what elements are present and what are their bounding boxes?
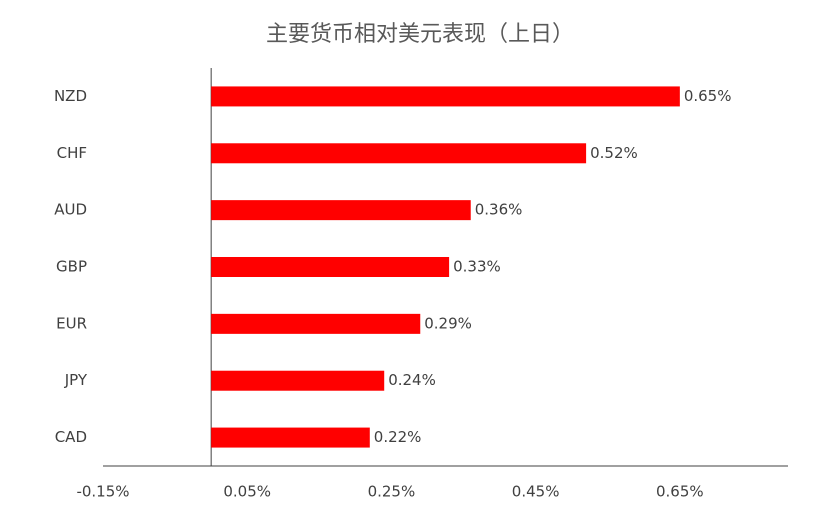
data-label: 0.24% — [388, 371, 436, 389]
data-label: 0.65% — [684, 87, 732, 105]
y-tick-label: NZD — [54, 87, 87, 105]
y-tick-label: GBP — [56, 258, 87, 276]
bar — [211, 200, 471, 221]
x-tick-label: 0.65% — [656, 483, 704, 501]
data-label: 0.52% — [590, 144, 638, 162]
bar — [211, 86, 680, 107]
x-tick-label: -0.15% — [76, 483, 129, 501]
data-label: 0.22% — [374, 428, 422, 446]
x-tick-label: 0.05% — [223, 483, 271, 501]
bar — [211, 313, 421, 334]
bar — [211, 143, 587, 164]
data-label: 0.36% — [475, 201, 523, 219]
bar — [211, 370, 385, 391]
bar — [211, 257, 450, 277]
data-label: 0.33% — [453, 258, 501, 276]
bar — [211, 427, 370, 448]
data-label: 0.29% — [424, 314, 472, 332]
x-tick-label: 0.45% — [512, 483, 560, 501]
y-tick-label: EUR — [56, 314, 87, 332]
y-tick-label: CHF — [57, 144, 87, 162]
chart-title: 主要货币相对美元表现（上日） — [266, 22, 574, 47]
y-tick-label: JPY — [64, 371, 88, 389]
y-tick-label: CAD — [55, 428, 87, 446]
x-tick-label: 0.25% — [368, 483, 416, 501]
y-tick-label: AUD — [54, 201, 87, 219]
